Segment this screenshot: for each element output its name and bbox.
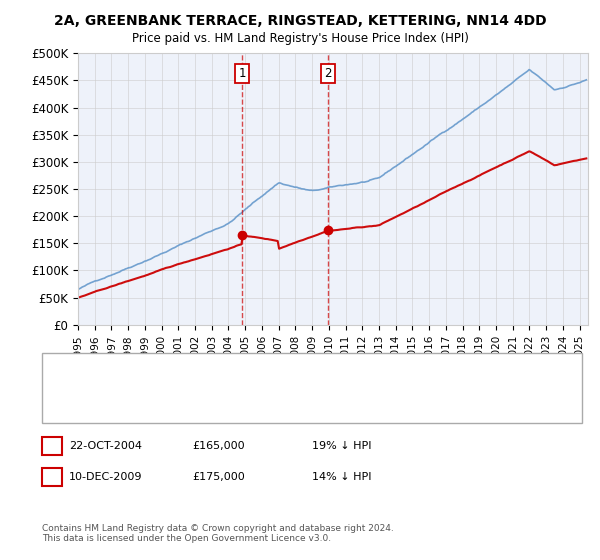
Text: 19% ↓ HPI: 19% ↓ HPI — [312, 441, 371, 451]
Text: ——: —— — [51, 364, 82, 379]
Text: 2: 2 — [324, 67, 332, 80]
Text: HPI: Average price, detached house, North Northamptonshire: HPI: Average price, detached house, Nort… — [84, 403, 390, 413]
Text: 14% ↓ HPI: 14% ↓ HPI — [312, 472, 371, 482]
Text: 2: 2 — [49, 472, 56, 482]
Text: Price paid vs. HM Land Registry's House Price Index (HPI): Price paid vs. HM Land Registry's House … — [131, 32, 469, 45]
Text: 2A, GREENBANK TERRACE, RINGSTEAD, KETTERING, NN14 4DD (detached house): 2A, GREENBANK TERRACE, RINGSTEAD, KETTER… — [84, 366, 491, 376]
Text: 2A, GREENBANK TERRACE, RINGSTEAD, KETTERING, NN14 4DD: 2A, GREENBANK TERRACE, RINGSTEAD, KETTER… — [53, 14, 547, 28]
Text: £175,000: £175,000 — [192, 472, 245, 482]
Text: 22-OCT-2004: 22-OCT-2004 — [69, 441, 142, 451]
Text: 1: 1 — [49, 441, 56, 451]
Text: £165,000: £165,000 — [192, 441, 245, 451]
Text: 1: 1 — [238, 67, 246, 80]
Text: 10-DEC-2009: 10-DEC-2009 — [69, 472, 143, 482]
Text: Contains HM Land Registry data © Crown copyright and database right 2024.
This d: Contains HM Land Registry data © Crown c… — [42, 524, 394, 543]
Text: ——: —— — [51, 401, 82, 416]
